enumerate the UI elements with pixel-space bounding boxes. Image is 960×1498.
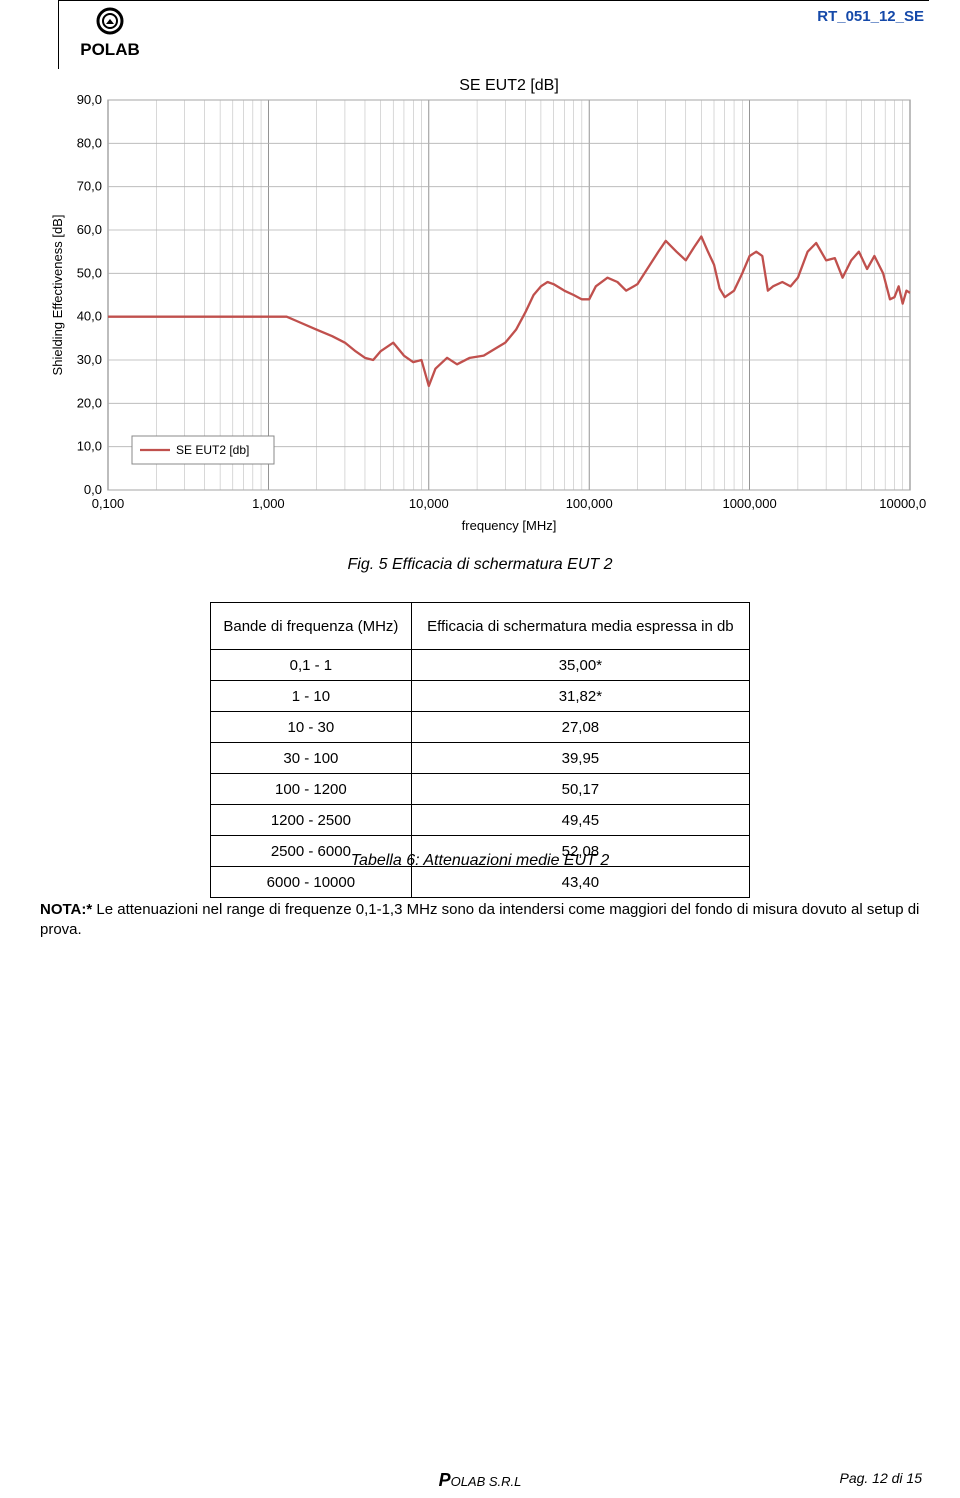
table-row: 100 - 120050,17 [211,774,750,805]
svg-text:1,000: 1,000 [252,496,285,511]
table-cell: 1 - 10 [211,681,412,712]
svg-text:Shielding Effectiveness [dB]: Shielding Effectiveness [dB] [50,215,65,376]
svg-text:80,0: 80,0 [77,135,102,150]
svg-text:40,0: 40,0 [77,309,102,324]
svg-text:60,0: 60,0 [77,222,102,237]
table-cell: 6000 - 10000 [211,867,412,898]
footer-company-rest: OLAB [451,1474,489,1489]
table-cell: 50,17 [411,774,749,805]
table-row: 1200 - 250049,45 [211,805,750,836]
footer-company-suffix: S.R.L [489,1474,522,1489]
se-chart: 0,100 1,000 10,000 100,000 1000,000 10000,000… [46,68,926,538]
svg-text:20,0: 20,0 [77,395,102,410]
svg-text:10,000: 10,000 [409,496,449,511]
svg-text:0,100: 0,100 [92,496,125,511]
table-row: 30 - 10039,95 [211,743,750,774]
table-cell: 31,82* [411,681,749,712]
svg-text:30,0: 30,0 [77,352,102,367]
se-chart-svg: 0,100 1,000 10,000 100,000 1000,000 10000,000… [46,68,926,538]
footer-page: Pag. 12 di 15 [839,1470,922,1486]
table-cell: 39,95 [411,743,749,774]
table-cell: 35,00* [411,650,749,681]
table-cell: 0,1 - 1 [211,650,412,681]
table-row: 6000 - 1000043,40 [211,867,750,898]
table-caption: Tabella 6: Attenuazioni medie EUT 2 [0,852,960,870]
note-label: NOTA:* [40,901,92,918]
logo-text: POLAB [80,40,140,59]
table-cell: 27,08 [411,712,749,743]
svg-text:10,0: 10,0 [77,439,102,454]
svg-text:100,000: 100,000 [566,496,613,511]
footer-company-bold: P [439,1470,451,1490]
table-cell: 10 - 30 [211,712,412,743]
svg-text:70,0: 70,0 [77,179,102,194]
note: NOTA:* Le attenuazioni nel range di freq… [40,900,920,941]
page: RT_051_12_SE POLAB 0,1001,00010,000100,0… [0,0,960,1498]
svg-text:frequency [MHz]: frequency [MHz] [462,518,557,533]
logo: POLAB [70,5,150,63]
figure-caption: Fig. 5 Efficacia di schermatura EUT 2 [0,556,960,574]
table-col-se: Efficacia di schermatura media espressa … [411,603,749,650]
table-row: 10 - 3027,08 [211,712,750,743]
table-header-row: Bande di frequenza (MHz) Efficacia di sc… [211,603,750,650]
svg-text:50,0: 50,0 [77,265,102,280]
table-cell: 49,45 [411,805,749,836]
svg-text:0,0: 0,0 [84,482,102,497]
table-row: 0,1 - 135,00* [211,650,750,681]
logo-svg: POLAB [70,5,150,63]
svg-text:SE EUT2 [dB]: SE EUT2 [dB] [459,77,559,94]
table-cell: 1200 - 2500 [211,805,412,836]
table-col-freq: Bande di frequenza (MHz) [211,603,412,650]
note-text: Le attenuazioni nel range di frequenze 0… [40,901,919,938]
table-row: 1 - 1031,82* [211,681,750,712]
table-cell: 100 - 1200 [211,774,412,805]
header-frame [58,0,929,69]
table-cell: 30 - 100 [211,743,412,774]
svg-text:1000,000: 1000,000 [722,496,776,511]
svg-text:90,0: 90,0 [77,92,102,107]
svg-text:SE EUT2 [db]: SE EUT2 [db] [176,443,249,457]
table-cell: 43,40 [411,867,749,898]
footer-company: POLAB S.R.L [0,1470,960,1491]
svg-text:10000,000: 10000,000 [879,496,926,511]
